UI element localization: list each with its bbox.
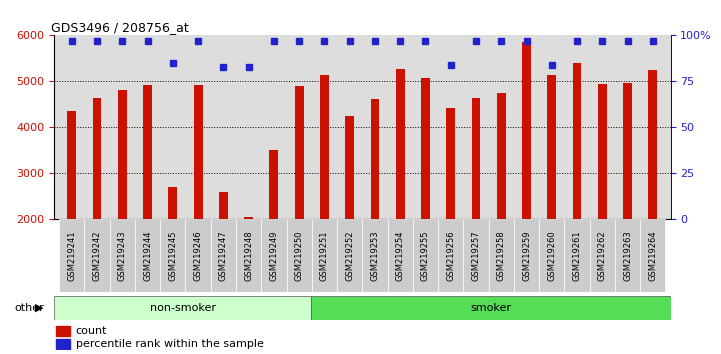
Bar — [345, 116, 354, 312]
Text: percentile rank within the sample: percentile rank within the sample — [76, 339, 264, 349]
Text: GSM219244: GSM219244 — [143, 230, 152, 281]
Bar — [59, 219, 84, 292]
Bar — [438, 219, 464, 292]
Text: GSM219257: GSM219257 — [472, 230, 480, 281]
Bar — [464, 219, 489, 292]
Bar — [446, 108, 455, 312]
Bar — [497, 93, 505, 312]
Bar — [421, 78, 430, 312]
Bar — [194, 85, 203, 312]
Bar — [388, 219, 413, 292]
Text: GSM219264: GSM219264 — [648, 230, 658, 281]
Bar — [565, 219, 590, 292]
Text: GSM219245: GSM219245 — [168, 230, 177, 281]
Text: GSM219242: GSM219242 — [92, 230, 102, 281]
Bar — [67, 111, 76, 312]
Text: GSM219252: GSM219252 — [345, 230, 354, 281]
Bar — [295, 86, 304, 312]
Text: GSM219259: GSM219259 — [522, 230, 531, 281]
Text: GSM219243: GSM219243 — [118, 230, 127, 281]
Text: GSM219246: GSM219246 — [193, 230, 203, 281]
Bar — [56, 339, 71, 349]
Text: GSM219258: GSM219258 — [497, 230, 505, 281]
Bar — [169, 187, 177, 312]
Text: GSM219251: GSM219251 — [320, 230, 329, 281]
Bar — [547, 75, 556, 312]
Bar — [110, 219, 135, 292]
Bar — [311, 219, 337, 292]
Bar — [539, 219, 565, 292]
Bar — [363, 219, 388, 292]
Text: ▶: ▶ — [35, 303, 44, 313]
Text: GSM219256: GSM219256 — [446, 230, 455, 281]
Bar — [413, 219, 438, 292]
Bar — [185, 219, 211, 292]
Text: GSM219241: GSM219241 — [67, 230, 76, 281]
Bar — [337, 219, 363, 292]
Bar — [244, 217, 253, 312]
Bar — [84, 219, 110, 292]
Bar — [270, 149, 278, 312]
Text: non-smoker: non-smoker — [149, 303, 216, 313]
Bar — [135, 219, 160, 292]
Bar — [648, 70, 658, 312]
Bar — [572, 63, 581, 312]
Bar — [522, 42, 531, 312]
Bar — [371, 99, 379, 312]
Text: GSM219248: GSM219248 — [244, 230, 253, 281]
Bar — [160, 219, 185, 292]
Bar — [92, 97, 102, 312]
Bar — [615, 219, 640, 292]
Text: GSM219249: GSM219249 — [270, 230, 278, 281]
Bar — [396, 69, 404, 312]
Bar — [56, 326, 71, 336]
Bar — [143, 85, 152, 312]
Text: count: count — [76, 326, 107, 336]
Bar — [54, 296, 311, 320]
Bar — [118, 90, 127, 312]
Text: GSM219263: GSM219263 — [623, 230, 632, 281]
Bar — [311, 296, 671, 320]
Bar — [472, 98, 480, 312]
Text: GSM219250: GSM219250 — [295, 230, 304, 281]
Bar — [640, 219, 665, 292]
Text: GSM219262: GSM219262 — [598, 230, 607, 281]
Bar — [514, 219, 539, 292]
Bar — [623, 83, 632, 312]
Bar — [598, 84, 607, 312]
Bar — [236, 219, 261, 292]
Bar — [489, 219, 514, 292]
Bar — [320, 75, 329, 312]
Text: GSM219255: GSM219255 — [421, 230, 430, 281]
Text: GSM219260: GSM219260 — [547, 230, 557, 281]
Text: GDS3496 / 208756_at: GDS3496 / 208756_at — [51, 21, 189, 34]
Text: GSM219247: GSM219247 — [219, 230, 228, 281]
Bar — [590, 219, 615, 292]
Text: GSM219254: GSM219254 — [396, 230, 404, 281]
Bar — [261, 219, 286, 292]
Text: smoker: smoker — [470, 303, 511, 313]
Text: other: other — [14, 303, 44, 313]
Bar — [211, 219, 236, 292]
Bar — [219, 192, 228, 312]
Bar — [286, 219, 311, 292]
Text: GSM219261: GSM219261 — [572, 230, 582, 281]
Text: GSM219253: GSM219253 — [371, 230, 379, 281]
